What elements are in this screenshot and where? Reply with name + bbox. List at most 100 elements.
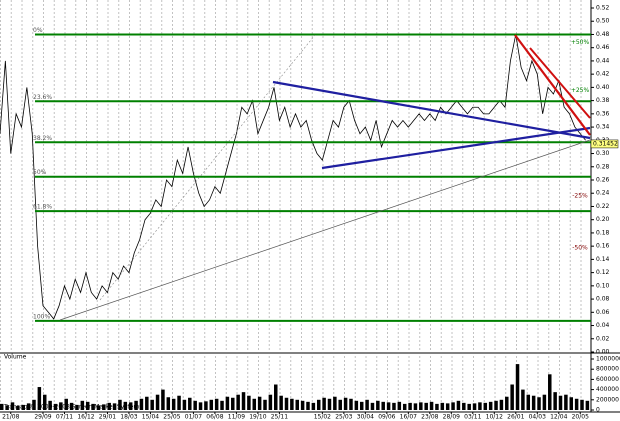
- volume-bar: [413, 403, 418, 410]
- y-tick-label: 0.30: [596, 150, 610, 157]
- y-tick-label: 0.02: [596, 335, 610, 342]
- y-tick-label: 600000: [596, 376, 619, 383]
- volume-bar: [236, 394, 240, 410]
- volume-bar: [263, 399, 267, 410]
- fib-label: 0%: [33, 27, 43, 34]
- volume-bar: [102, 404, 106, 410]
- volume-bar: [580, 399, 584, 410]
- volume-bar: [26, 403, 31, 410]
- volume-bar: [408, 402, 412, 410]
- volume-bar: [354, 400, 359, 410]
- volume-bar: [306, 401, 310, 410]
- y-tick-label: 0.34: [596, 124, 610, 131]
- volume-bar: [241, 392, 246, 410]
- x-tick-label: 29/09: [34, 414, 51, 421]
- volume-bar: [171, 398, 176, 410]
- y-tick-label: 0.00: [596, 349, 610, 356]
- x-tick-label: 25/11: [271, 414, 288, 421]
- volume-bar: [166, 397, 171, 410]
- last-price-box: [590, 139, 619, 149]
- volume-bar: [316, 399, 321, 410]
- trendline: [529, 47, 591, 119]
- x-tick-label: 28/09: [443, 414, 460, 421]
- x-tick-label: 25/03: [335, 414, 352, 421]
- volume-bar: [0, 403, 4, 410]
- volume-bar: [198, 402, 203, 410]
- volume-bar: [145, 396, 149, 410]
- volume-bar: [80, 400, 85, 410]
- volume-bar: [370, 402, 375, 410]
- volume-bar: [548, 374, 552, 410]
- volume-bar: [327, 398, 332, 410]
- volume-bar: [343, 397, 348, 410]
- y-tick-label: 0.44: [596, 57, 610, 64]
- volume-bar: [134, 400, 138, 410]
- x-tick-label: 11/09: [228, 414, 245, 421]
- volume-bar: [193, 400, 197, 410]
- x-tick-label: 20/05: [572, 414, 589, 421]
- x-tick-label: 15/02: [314, 414, 331, 421]
- volume-bar: [456, 400, 461, 410]
- volume-bar: [225, 396, 230, 410]
- volume-bar: [322, 397, 326, 410]
- x-tick-label: 12/04: [550, 414, 567, 421]
- x-tick-label: 16/07: [400, 414, 417, 421]
- volume-bar: [69, 402, 74, 410]
- volume-bar: [274, 384, 278, 410]
- volume-bar: [499, 399, 504, 410]
- y-tick-label: 0.20: [596, 216, 610, 223]
- x-tick-label: 18/03: [120, 414, 137, 421]
- copyright: Transaq © 2000-2008 Screen Market System…: [3, 404, 142, 411]
- volume-bar: [284, 397, 289, 410]
- volume-bar: [349, 398, 353, 410]
- volume-bar: [537, 397, 541, 410]
- volume-bar: [574, 398, 579, 410]
- y-tick-label: 0.06: [596, 309, 610, 316]
- volume-bar: [558, 395, 563, 410]
- trendline: [514, 34, 591, 136]
- x-tick-label: 10/12: [486, 414, 503, 421]
- volume-bar: [155, 394, 160, 410]
- trendline: [272, 80, 591, 140]
- volume-bar: [231, 397, 235, 410]
- volume-bar: [424, 402, 428, 410]
- volume-bar: [85, 401, 90, 410]
- x-tick-label: 03/11: [464, 414, 481, 421]
- annotation: +50%: [571, 39, 590, 46]
- y-tick-label: 0.18: [596, 229, 610, 236]
- annotation: +25%: [571, 87, 590, 94]
- x-tick-label: 04/03: [529, 414, 546, 421]
- y-tick-label: 0.12: [596, 269, 610, 276]
- y-tick-label: 1000000: [596, 356, 620, 363]
- y-tick-label: 200000: [596, 396, 619, 403]
- volume-bar: [21, 404, 25, 410]
- volume-bar: [521, 389, 525, 410]
- volume-bar: [5, 405, 9, 410]
- volume-bar: [553, 392, 557, 410]
- volume-bar: [64, 398, 68, 410]
- x-tick-label: 15/04: [142, 414, 159, 421]
- y-tick-label: 0.42: [596, 71, 610, 78]
- volume-bar: [381, 401, 385, 410]
- volume-bar: [118, 399, 122, 410]
- volume-bar: [295, 399, 299, 410]
- y-tick-label: 0.50: [596, 18, 610, 25]
- volume-bar: [112, 403, 117, 410]
- volume-bar: [531, 395, 536, 410]
- last-price-label: 0.31452: [593, 140, 618, 147]
- x-tick-label: 21/08: [2, 414, 19, 421]
- volume-bar: [247, 395, 251, 410]
- volume-bar: [214, 398, 219, 410]
- fib-label: 100%: [33, 313, 50, 320]
- volume-bar: [569, 397, 574, 410]
- volume-bar: [311, 402, 316, 410]
- volume-bar: [150, 399, 154, 410]
- volume-bar: [467, 403, 471, 410]
- fib-label: 50%: [33, 169, 47, 176]
- volume-bar: [397, 401, 402, 410]
- trendline: [99, 34, 316, 301]
- x-tick-label: 23/08: [421, 414, 438, 421]
- volume-bar: [564, 394, 568, 410]
- volume-bar: [542, 394, 547, 410]
